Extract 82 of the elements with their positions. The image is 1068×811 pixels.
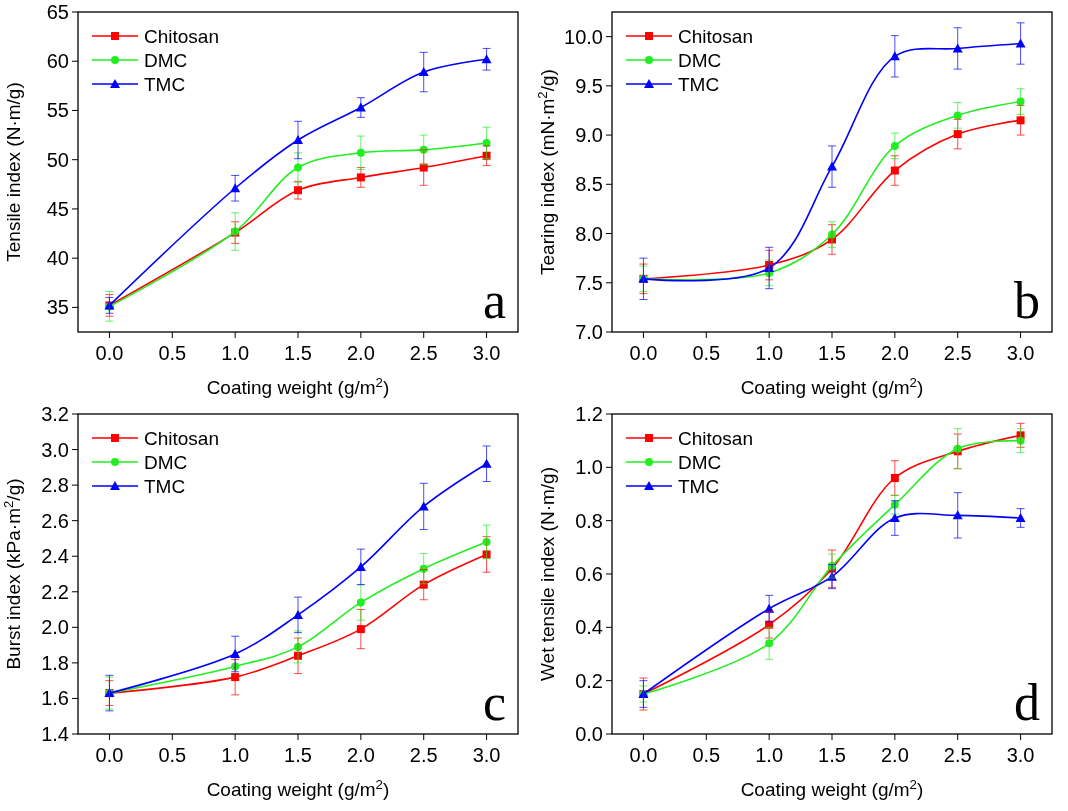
- y-tick-label: 0.8: [575, 509, 603, 532]
- legend-label: DMC: [678, 49, 722, 71]
- x-tick-label: 2.0: [346, 744, 375, 766]
- x-tick-label: 1.0: [221, 744, 250, 766]
- legend-label: Chitosan: [144, 25, 219, 47]
- legend-label: Chitosan: [678, 427, 753, 449]
- y-tick-label: 9.0: [575, 124, 603, 147]
- annotation: a: [482, 272, 506, 329]
- x-tick-label: 3.0: [1006, 744, 1035, 766]
- legend-label: DMC: [144, 451, 188, 473]
- x-tick-label: 1.0: [755, 342, 784, 364]
- y-tick-label: 3.2: [41, 403, 69, 425]
- annotation: d: [1014, 674, 1040, 731]
- x-tick-label: 2.5: [943, 744, 972, 766]
- y-tick-label: 0.2: [575, 669, 603, 692]
- y-tick-label: 35: [46, 296, 69, 319]
- y-tick-label: 2.6: [41, 509, 69, 532]
- x-tick-label: 0.5: [692, 744, 721, 766]
- legend-label: DMC: [678, 451, 722, 473]
- y-tick-label: 50: [46, 148, 69, 171]
- y-tick-label: 55: [46, 99, 69, 122]
- y-tick-label: 10.0: [564, 25, 603, 48]
- y-tick-label: 2.2: [41, 580, 69, 603]
- x-tick-label: 0.5: [158, 342, 187, 364]
- x-tick-label: 0.0: [629, 744, 658, 766]
- legend-label: TMC: [678, 73, 720, 95]
- x-tick-label: 1.5: [284, 744, 312, 766]
- y-tick-label: 2.0: [41, 616, 69, 639]
- legend-label: TMC: [144, 73, 186, 95]
- legend-label: DMC: [144, 49, 188, 71]
- x-tick-label: 1.5: [818, 744, 846, 766]
- point: [1015, 38, 1026, 48]
- x-tick-label: 0.5: [692, 342, 721, 364]
- y-tick-label: 2.8: [41, 474, 69, 497]
- x-tick-label: 0.0: [95, 744, 124, 766]
- x-tick-label: 0.0: [95, 342, 124, 364]
- x-tick-label: 1.5: [284, 342, 312, 364]
- y-axis-title: Tensile index (N·m/g): [3, 82, 24, 262]
- x-tick-label: 2.5: [943, 342, 972, 364]
- x-axis-title: Coating weight (g/m$^{2}$): [740, 374, 924, 398]
- y-tick-label: 7.5: [575, 271, 603, 294]
- y-tick-label: 1.2: [575, 403, 603, 425]
- x-tick-label: 3.0: [472, 744, 501, 766]
- x-tick-label: 3.0: [1006, 342, 1035, 364]
- x-tick-label: 3.0: [472, 342, 501, 364]
- x-tick-label: 2.0: [880, 342, 909, 364]
- legend-label: TMC: [678, 475, 720, 497]
- y-tick-label: 0.6: [575, 563, 603, 585]
- x-tick-label: 1.0: [221, 342, 250, 364]
- x-tick-label: 2.0: [880, 744, 909, 766]
- x-tick-label: 2.0: [346, 342, 375, 364]
- y-tick-label: 8.0: [575, 222, 603, 245]
- y-tick-label: 0.0: [575, 723, 603, 745]
- annotation: c: [482, 674, 506, 731]
- y-tick-label: 2.4: [41, 545, 69, 568]
- y-tick-label: 60: [46, 50, 69, 73]
- legend-label: Chitosan: [678, 25, 753, 47]
- y-tick-label: 1.4: [41, 723, 69, 745]
- annotation: b: [1014, 272, 1040, 329]
- x-tick-label: 0.5: [158, 744, 187, 766]
- x-tick-label: 0.0: [629, 342, 658, 364]
- x-tick-label: 1.5: [818, 342, 846, 364]
- y-tick-label: 3.0: [41, 438, 69, 461]
- y-tick-label: 8.5: [575, 173, 603, 196]
- x-tick-label: 2.5: [409, 342, 438, 364]
- y-tick-label: 1.6: [41, 687, 69, 710]
- y-tick-label: 45: [46, 197, 69, 220]
- x-axis-title: Coating weight (g/m$^{2}$): [206, 374, 390, 398]
- legend-label: Chitosan: [144, 427, 219, 449]
- x-tick-label: 2.5: [409, 744, 438, 766]
- x-tick-label: 1.0: [755, 744, 784, 766]
- legend-label: TMC: [144, 475, 186, 497]
- x-axis-title: Coating weight (g/m$^{2}$): [740, 776, 924, 800]
- y-tick-label: 40: [46, 247, 69, 270]
- y-axis-title: Wet tensile index (N·m/g): [537, 467, 558, 681]
- y-tick-label: 9.5: [575, 74, 603, 97]
- y-tick-label: 1.8: [41, 651, 69, 674]
- y-tick-label: 0.4: [575, 616, 603, 639]
- y-tick-label: 7.0: [575, 321, 603, 343]
- y-tick-label: 1.0: [575, 456, 603, 479]
- y-tick-label: 65: [46, 1, 69, 23]
- x-axis-title: Coating weight (g/m$^{2}$): [206, 776, 390, 800]
